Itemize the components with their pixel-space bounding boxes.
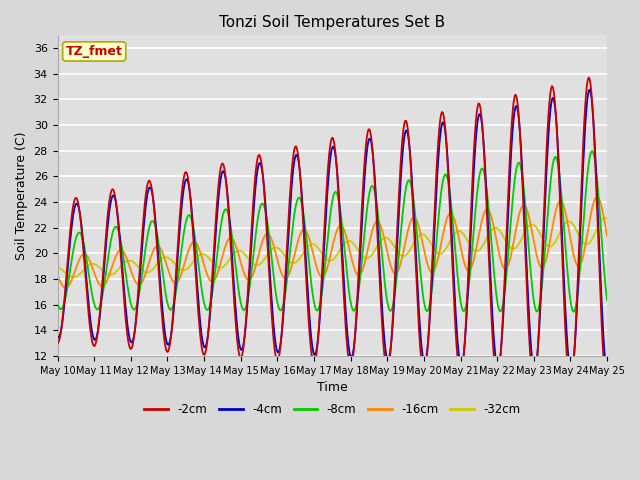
-8cm <box>195 264 203 270</box>
-32cm <box>196 252 204 258</box>
-16cm <box>54 272 61 278</box>
-16cm <box>378 228 386 234</box>
-2cm <box>151 214 159 219</box>
-32cm <box>378 236 386 242</box>
-2cm <box>302 276 310 281</box>
-4cm <box>151 210 159 216</box>
Line: -32cm: -32cm <box>58 218 607 277</box>
-4cm <box>195 303 203 309</box>
-8cm <box>604 297 611 303</box>
-2cm <box>420 369 428 375</box>
-8cm <box>420 302 428 308</box>
-8cm <box>467 257 475 263</box>
-8cm <box>570 309 578 314</box>
-32cm <box>468 245 476 251</box>
-2cm <box>604 384 611 390</box>
Title: Tonzi Soil Temperatures Set B: Tonzi Soil Temperatures Set B <box>220 15 445 30</box>
-4cm <box>586 87 593 93</box>
-8cm <box>378 246 385 252</box>
-2cm <box>585 74 593 80</box>
-2cm <box>378 310 385 315</box>
-32cm <box>422 233 429 239</box>
-8cm <box>302 232 310 238</box>
Line: -4cm: -4cm <box>58 90 607 374</box>
-32cm <box>54 264 61 270</box>
-4cm <box>467 218 475 224</box>
-16cm <box>593 194 601 200</box>
Line: -8cm: -8cm <box>58 151 607 312</box>
Y-axis label: Soil Temperature (C): Soil Temperature (C) <box>15 132 28 260</box>
-16cm <box>303 230 311 236</box>
-8cm <box>589 148 596 154</box>
-32cm <box>604 216 611 221</box>
-4cm <box>54 334 61 340</box>
-16cm <box>604 233 611 239</box>
-8cm <box>151 221 159 227</box>
-16cm <box>62 285 70 291</box>
-16cm <box>152 244 159 250</box>
-4cm <box>302 262 310 267</box>
-4cm <box>604 371 611 377</box>
-32cm <box>152 263 159 269</box>
-16cm <box>422 253 429 259</box>
X-axis label: Time: Time <box>317 381 348 394</box>
-32cm <box>303 245 311 251</box>
Text: TZ_fmet: TZ_fmet <box>66 45 123 58</box>
-32cm <box>602 215 609 221</box>
-16cm <box>196 248 204 253</box>
-2cm <box>195 316 203 322</box>
-4cm <box>378 293 385 299</box>
-32cm <box>69 275 77 280</box>
Legend: -2cm, -4cm, -8cm, -16cm, -32cm: -2cm, -4cm, -8cm, -16cm, -32cm <box>140 398 525 420</box>
Line: -2cm: -2cm <box>58 77 607 387</box>
-8cm <box>54 301 61 307</box>
-2cm <box>54 340 61 346</box>
-16cm <box>468 263 476 268</box>
-2cm <box>467 201 475 207</box>
-4cm <box>420 360 428 365</box>
Line: -16cm: -16cm <box>58 197 607 288</box>
